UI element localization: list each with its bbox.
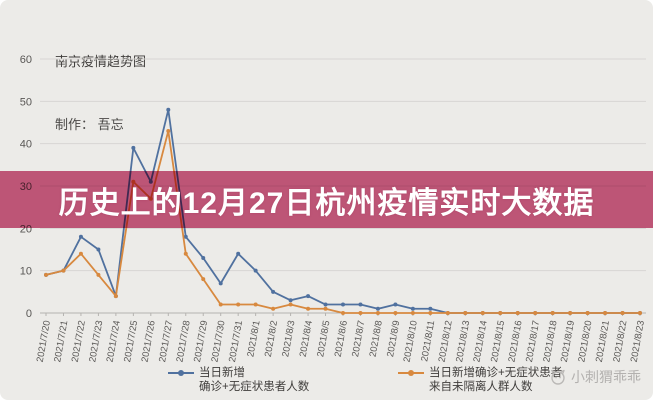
legend-label: 当日新增确诊+无症状患者 来自未隔离人群人数 xyxy=(429,367,563,393)
watermark: 小刺猬乖乖 xyxy=(549,367,641,387)
chart-header: 南京疫情趋势图 制作： 吾忘 xyxy=(55,9,146,177)
svg-text:2021/8/3: 2021/8/3 xyxy=(280,320,297,358)
svg-text:2021/8/22: 2021/8/22 xyxy=(611,320,629,364)
svg-text:2021/7/27: 2021/7/27 xyxy=(157,320,175,364)
svg-text:2021/7/23: 2021/7/23 xyxy=(87,320,105,364)
legend-item-unquarantined: 当日新增确诊+无症状患者 来自未隔离人群人数 xyxy=(398,366,562,394)
svg-text:2021/8/12: 2021/8/12 xyxy=(437,320,455,364)
svg-text:2021/7/28: 2021/7/28 xyxy=(175,320,193,364)
svg-text:2021/7/22: 2021/7/22 xyxy=(70,320,88,364)
svg-text:2021/8/11: 2021/8/11 xyxy=(419,320,437,363)
svg-text:2021/8/9: 2021/8/9 xyxy=(385,320,402,358)
svg-text:60: 60 xyxy=(20,54,32,66)
svg-text:2021/7/31: 2021/7/31 xyxy=(227,320,245,364)
svg-text:2021/8/16: 2021/8/16 xyxy=(506,320,524,364)
svg-text:40: 40 xyxy=(20,139,32,151)
svg-text:50: 50 xyxy=(20,96,32,108)
svg-text:2021/7/21: 2021/7/21 xyxy=(52,320,70,364)
chart-legend: 当日新增 确诊+无症状患者人数 当日新增确诊+无症状患者 来自未隔离人群人数 xyxy=(0,366,653,396)
svg-text:2021/8/10: 2021/8/10 xyxy=(402,320,420,364)
svg-text:2021/8/7: 2021/8/7 xyxy=(350,320,367,358)
banner-title: 历史上的12月27日杭州疫情实时大数据 xyxy=(58,186,595,220)
legend-item-daily-new: 当日新增 确诊+无症状患者人数 xyxy=(168,366,309,394)
svg-text:2021/8/21: 2021/8/21 xyxy=(594,320,612,364)
svg-text:2021/7/26: 2021/7/26 xyxy=(140,320,158,364)
watermark-text: 小刺猬乖乖 xyxy=(571,369,641,385)
legend-label: 当日新增 确诊+无症状患者人数 xyxy=(199,367,310,393)
svg-text:2021/8/18: 2021/8/18 xyxy=(541,320,559,364)
svg-text:2021/7/25: 2021/7/25 xyxy=(122,320,140,364)
banner-overlay xyxy=(0,171,653,228)
svg-text:2021/8/1: 2021/8/1 xyxy=(245,320,262,358)
blue-line-marker-icon xyxy=(168,370,194,376)
svg-text:2021/8/4: 2021/8/4 xyxy=(298,320,315,358)
svg-text:2021/8/5: 2021/8/5 xyxy=(315,320,332,358)
chart-title: 南京疫情趋势图 xyxy=(55,54,147,69)
svg-text:2021/7/30: 2021/7/30 xyxy=(209,320,227,364)
svg-text:2021/8/8: 2021/8/8 xyxy=(368,320,385,358)
orange-line-marker-icon xyxy=(398,370,424,376)
hedgehog-face-icon xyxy=(551,369,565,385)
svg-text:2021/8/23: 2021/8/23 xyxy=(629,320,647,364)
svg-text:2021/8/13: 2021/8/13 xyxy=(454,320,472,364)
svg-text:2021/7/24: 2021/7/24 xyxy=(105,320,123,364)
svg-text:2021/8/2: 2021/8/2 xyxy=(263,320,280,358)
svg-text:2021/8/20: 2021/8/20 xyxy=(576,320,594,364)
svg-text:2021/8/14: 2021/8/14 xyxy=(472,320,490,364)
svg-text:2021/8/17: 2021/8/17 xyxy=(524,320,542,364)
chart-credit: 制作： 吾忘 xyxy=(55,117,124,132)
svg-text:2021/8/6: 2021/8/6 xyxy=(333,320,350,358)
svg-text:10: 10 xyxy=(20,266,32,278)
svg-text:0: 0 xyxy=(26,308,32,320)
svg-text:2021/8/15: 2021/8/15 xyxy=(489,320,507,364)
svg-text:2021/7/20: 2021/7/20 xyxy=(35,320,53,364)
svg-text:2021/8/19: 2021/8/19 xyxy=(559,320,577,364)
svg-text:2021/7/29: 2021/7/29 xyxy=(192,320,210,364)
